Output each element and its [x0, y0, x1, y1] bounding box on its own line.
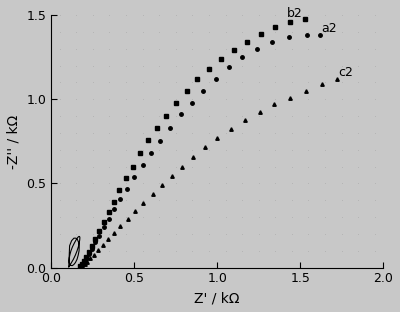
- Y-axis label: -Z'' / kΩ: -Z'' / kΩ: [7, 114, 21, 168]
- Text: c2: c2: [338, 66, 353, 79]
- Text: b2: b2: [287, 7, 303, 20]
- Text: a2: a2: [322, 22, 337, 35]
- X-axis label: Z' / kΩ: Z' / kΩ: [194, 291, 240, 305]
